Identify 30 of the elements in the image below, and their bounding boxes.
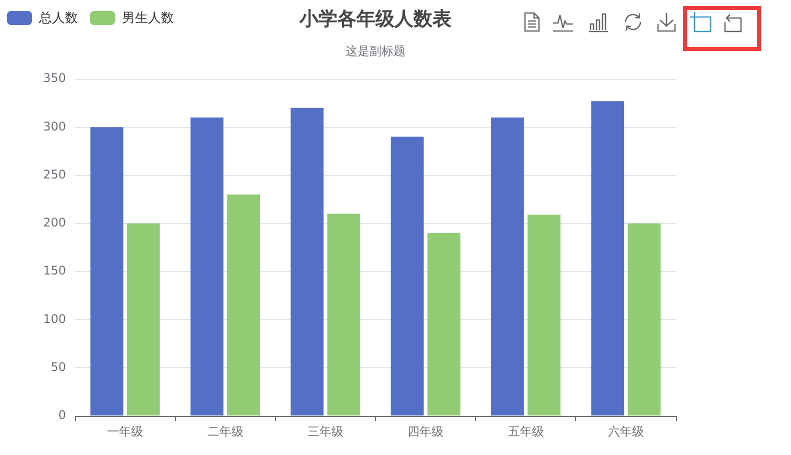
y-tick-label: 200 [43, 216, 66, 230]
legend-label: 总人数 [38, 10, 78, 26]
y-tick-label: 300 [43, 119, 66, 134]
bar [528, 214, 560, 416]
bar [227, 194, 260, 416]
legend-label: 男生人数 [122, 10, 174, 26]
chart-title: 小学各年级人数表 [298, 8, 452, 30]
x-tick-label: 一年级 [107, 424, 144, 438]
bar [491, 118, 524, 416]
x-tick-label: 二年级 [207, 424, 244, 438]
y-tick-label: 100 [43, 312, 66, 326]
bar [591, 101, 624, 416]
bar [126, 223, 160, 416]
bar [390, 136, 424, 416]
x-tick-label: 三年级 [307, 424, 344, 438]
x-tick-label: 五年级 [508, 424, 544, 438]
chart-subtitle: 这是副标题 [346, 44, 406, 58]
y-tick-label: 350 [43, 71, 66, 86]
bar [190, 118, 224, 416]
x-tick-label: 四年级 [408, 424, 444, 438]
y-tick-label: 150 [43, 264, 66, 278]
y-tick-label: 50 [50, 360, 66, 374]
bar [628, 223, 661, 416]
bar [327, 214, 360, 416]
bar [427, 233, 460, 416]
x-tick-label: 六年级 [608, 424, 644, 438]
bar [290, 108, 324, 416]
bar [90, 127, 124, 416]
y-tick-label: 250 [43, 167, 66, 182]
y-tick-label: 0 [58, 408, 66, 422]
